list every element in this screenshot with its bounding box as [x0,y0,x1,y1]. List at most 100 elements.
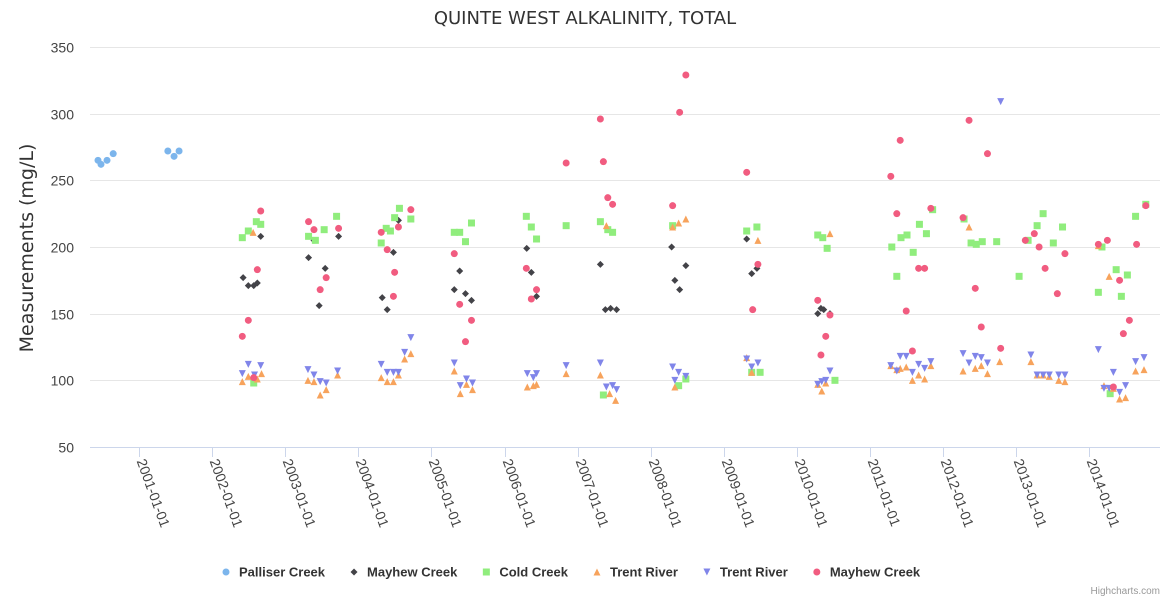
data-point[interactable] [1049,239,1057,247]
legend-label[interactable]: Mayhew Creek [830,565,921,580]
data-point[interactable] [523,244,531,252]
data-point[interactable] [902,363,910,371]
data-point[interactable] [748,368,756,376]
data-point[interactable] [382,224,390,232]
data-point[interactable] [814,380,822,388]
data-point[interactable] [316,391,324,399]
data-point[interactable] [682,372,690,380]
data-point[interactable] [754,359,762,367]
data-point[interactable] [908,347,916,355]
data-point[interactable] [997,98,1005,106]
data-point[interactable] [322,386,330,394]
data-point[interactable] [915,264,923,272]
data-point[interactable] [1030,230,1038,238]
data-point[interactable] [682,262,690,270]
data-point[interactable] [609,228,617,236]
data-point[interactable] [908,368,916,376]
data-point[interactable] [257,232,265,240]
data-point[interactable] [596,371,604,379]
data-point[interactable] [175,147,183,155]
data-point[interactable] [391,214,399,222]
data-point[interactable] [669,202,677,210]
data-point[interactable] [258,370,266,378]
data-point[interactable] [887,172,895,180]
data-point[interactable] [823,244,831,252]
legend-label[interactable]: Trent River [610,565,678,580]
data-point[interactable] [468,386,476,394]
data-point[interactable] [1094,346,1102,354]
data-point[interactable] [456,228,464,236]
data-point[interactable] [407,334,415,342]
data-point[interactable] [983,150,991,158]
data-point[interactable] [682,215,690,223]
legend-item-4[interactable]: Trent River [703,565,788,580]
data-point[interactable] [1035,243,1043,251]
data-point[interactable] [238,370,246,378]
data-point[interactable] [250,379,258,387]
data-point[interactable] [1132,367,1140,375]
data-point[interactable] [676,286,684,294]
data-point[interactable] [389,368,397,376]
data-point[interactable] [321,264,329,272]
data-point[interactable] [1119,330,1127,338]
legend-label[interactable]: Palliser Creek [239,565,326,580]
data-point[interactable] [468,379,476,387]
data-point[interactable] [1123,271,1131,279]
data-point[interactable] [671,276,679,284]
data-point[interactable] [604,194,612,202]
data-point[interactable] [533,235,541,243]
data-point[interactable] [596,260,604,268]
data-point[interactable] [322,274,330,282]
data-point[interactable] [748,270,756,278]
data-point[interactable] [305,254,313,262]
data-point[interactable] [450,228,458,236]
data-point[interactable] [450,367,458,375]
data-point[interactable] [818,387,826,395]
data-point[interactable] [456,300,464,308]
legend-label[interactable]: Mayhew Creek [367,565,458,580]
data-point[interactable] [1100,384,1108,392]
data-point[interactable] [978,238,986,246]
data-point[interactable] [1122,394,1130,402]
data-point[interactable] [394,368,402,376]
data-point[interactable] [1055,371,1063,379]
data-point[interactable] [238,234,246,242]
data-point[interactable] [613,386,621,394]
data-point[interactable] [407,350,415,358]
data-point[interactable] [897,234,905,242]
data-point[interactable] [1027,351,1035,359]
data-point[interactable] [1061,250,1069,258]
data-point[interactable] [909,248,917,256]
data-point[interactable] [893,272,901,280]
data-point[interactable] [1109,368,1117,376]
data-point[interactable] [527,268,535,276]
data-point[interactable] [462,375,470,383]
legend-item-1[interactable]: Mayhew Creek [350,565,459,580]
data-point[interactable] [1112,266,1120,274]
data-point[interactable] [383,306,391,314]
data-point[interactable] [527,295,535,303]
data-point[interactable] [304,366,312,374]
data-point[interactable] [903,231,911,239]
data-point[interactable] [401,348,409,356]
data-point[interactable] [394,223,402,231]
data-point[interactable] [1021,236,1029,244]
data-point[interactable] [249,228,257,236]
data-point[interactable] [613,306,621,314]
data-point[interactable] [391,268,399,276]
data-point[interactable] [1041,264,1049,272]
data-point[interactable] [450,250,458,258]
data-point[interactable] [244,372,252,380]
data-point[interactable] [675,368,683,376]
data-point[interactable] [522,212,530,220]
data-point[interactable] [1133,240,1141,248]
data-point[interactable] [596,218,604,226]
legend-item-3[interactable]: Trent River [593,565,678,580]
data-point[interactable] [743,235,751,243]
data-point[interactable] [253,279,261,287]
data-point[interactable] [407,215,415,223]
data-point[interactable] [97,160,105,168]
data-point[interactable] [814,310,822,318]
data-point[interactable] [320,226,328,234]
legend-item-0[interactable]: Palliser Creek [222,565,326,580]
